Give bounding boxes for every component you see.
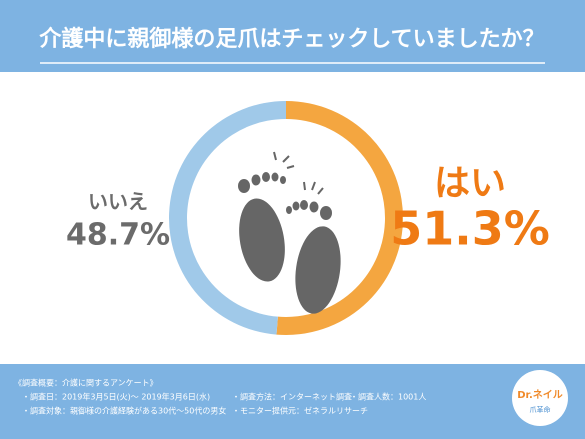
footer-item: ・調査日：2019年3月5日(火)～ 2019年3月6日(水) — [22, 392, 210, 402]
footer-item: ・調査対象：親御様の介護経験がある30代～50代の男女 — [22, 406, 226, 416]
value-label: 51.3% — [390, 202, 550, 256]
logo-badge — [512, 370, 568, 426]
footer-heading: 《調査概要：介護に関するアンケート》 — [14, 378, 158, 388]
donut — [168, 101, 403, 335]
category-label: いいえ — [88, 190, 148, 214]
footer-item: ・調査人数：1001人 — [350, 392, 426, 402]
footer-item: ・モニター提供元：ゼネラルリサーチ — [232, 406, 368, 416]
donut-segment — [168, 101, 286, 335]
value-label: 48.7% — [66, 218, 170, 253]
category-label: はい — [434, 163, 506, 204]
logo-sub: 爪革命 — [530, 405, 551, 414]
feet-lines — [273, 151, 324, 195]
chart-title: 介護中に親御様の足爪はチェックしていましたか？ — [38, 26, 544, 52]
panel — [0, 72, 585, 364]
logo-name: Dr.ネイル — [517, 389, 563, 401]
feet-icon — [238, 172, 341, 314]
footer-item: ・調査方法：インターネット調査 — [232, 392, 352, 402]
donut-segment — [276, 101, 403, 335]
